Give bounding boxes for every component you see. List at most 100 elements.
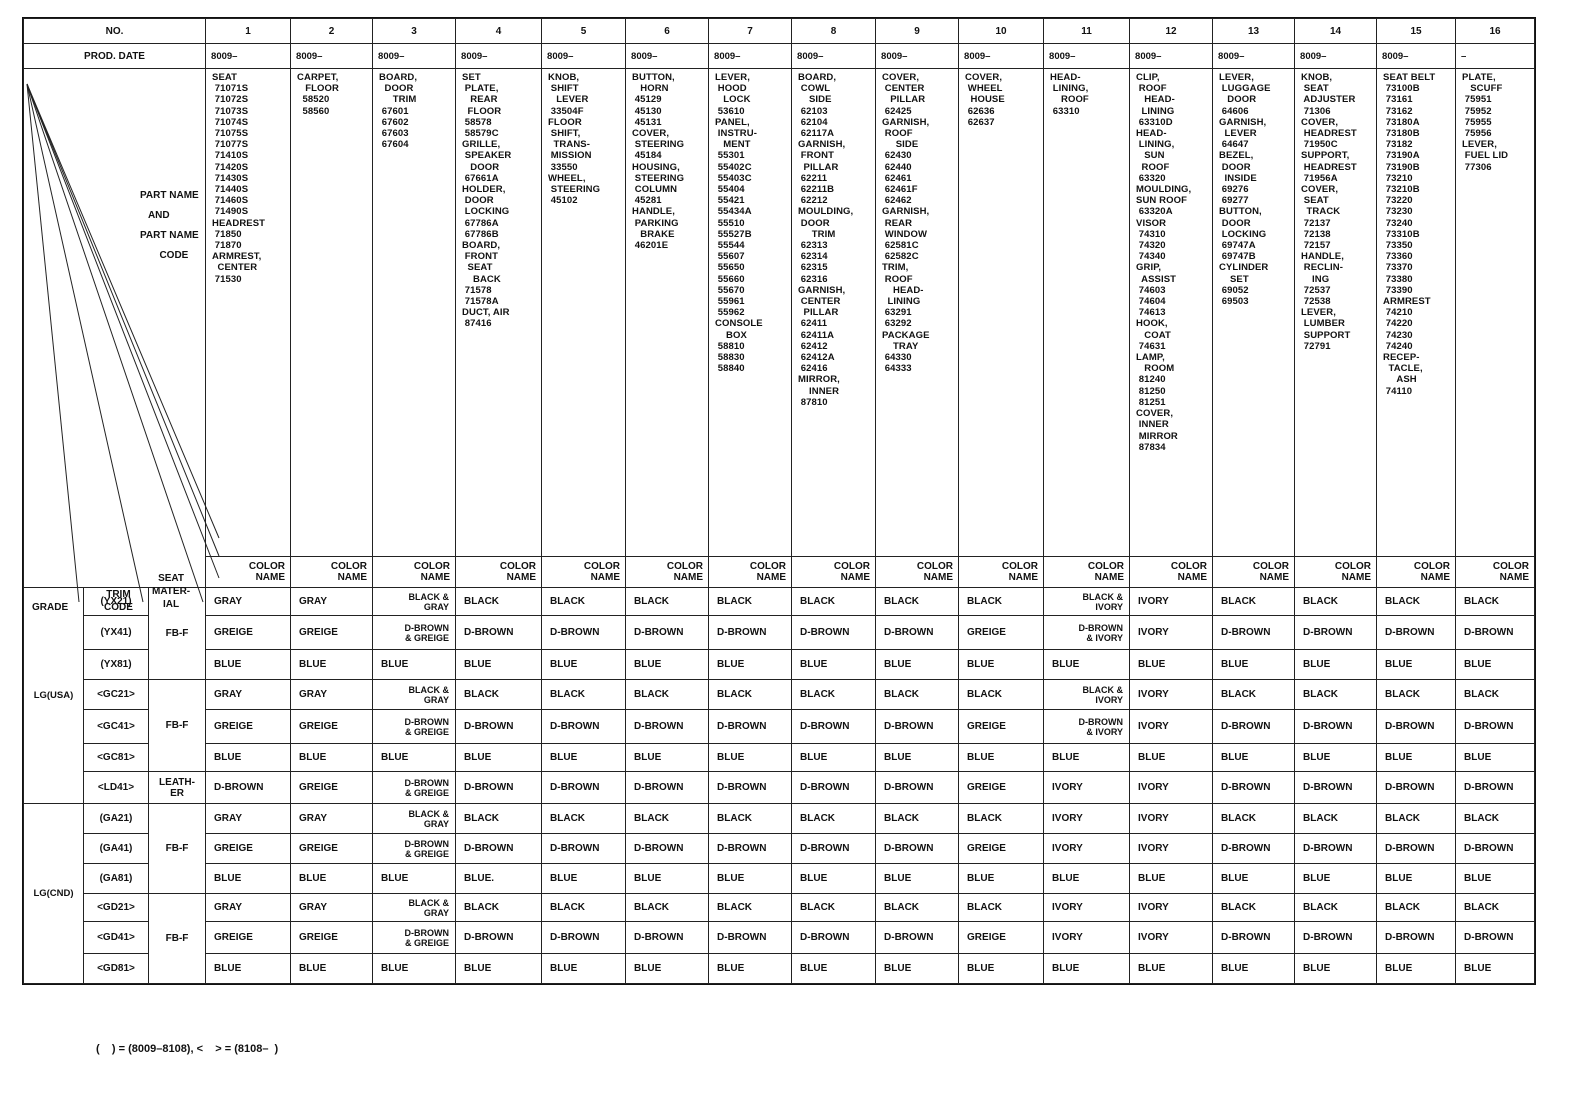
part-list-cell: CARPET, FLOOR 58520 58560 — [290, 68, 374, 557]
color-name-label: COLOR NAME — [1455, 556, 1536, 588]
color-cell: BLACK — [958, 803, 1045, 834]
seat-material: FB-F — [147, 587, 207, 680]
color-cell: BLACK — [1294, 679, 1378, 710]
color-cell: BLACK — [875, 679, 960, 710]
color-cell: BLUE — [205, 649, 292, 680]
color-name-label: COLOR NAME — [1294, 556, 1378, 588]
part-list-cell: COVER, CENTER PILLAR 62425 GARNISH, ROOF… — [875, 68, 960, 557]
color-cell: BLACK — [541, 679, 627, 710]
color-cell: BLUE — [1455, 743, 1536, 772]
color-cell: BLUE — [625, 953, 710, 984]
color-cell: D-BROWN & GREIGE — [372, 709, 457, 744]
color-cell: BLUE — [1212, 863, 1296, 894]
color-cell: BLACK — [1455, 679, 1536, 710]
prod-date: 8009– — [205, 43, 292, 69]
color-cell: D-BROWN — [708, 921, 793, 954]
color-cell: BLUE — [1212, 649, 1296, 680]
color-cell: D-BROWN — [541, 921, 627, 954]
color-cell: D-BROWN — [875, 921, 960, 954]
prod-date: 8009– — [791, 43, 877, 69]
color-cell: D-BROWN — [625, 771, 710, 804]
color-cell: BLUE — [1043, 953, 1131, 984]
color-cell: BLACK — [1376, 893, 1457, 922]
color-cell: BLUE — [1129, 649, 1214, 680]
color-cell: D-BROWN — [625, 921, 710, 954]
color-name-label: COLOR NAME — [455, 556, 543, 588]
part-list-cell: KNOB, SHIFT LEVER 33504F FLOOR SHIFT, TR… — [541, 68, 627, 557]
color-cell: IVORY — [1043, 833, 1131, 864]
color-cell: D-BROWN — [541, 709, 627, 744]
color-cell: BLACK — [1376, 587, 1457, 616]
color-cell: BLACK — [875, 893, 960, 922]
color-cell: BLUE — [1294, 953, 1378, 984]
color-cell: BLUE — [1376, 743, 1457, 772]
color-cell: GREIGE — [290, 771, 374, 804]
diagonal-line — [26, 83, 144, 603]
prod-date: 8009– — [1043, 43, 1131, 69]
color-cell: D-BROWN — [455, 771, 543, 804]
color-cell: BLACK — [541, 893, 627, 922]
seat-material-label: SEAT MATER- IAL — [152, 573, 191, 610]
part-name-row: SEAT 71071S 71072S 71073S 71074S 71075S … — [22, 68, 1536, 588]
color-cell: D-BROWN — [791, 771, 877, 804]
column-number: 6 — [625, 18, 710, 44]
trim-row: <GC21> FB-F GRAY GRAY BLACK & GRAY BLACK BLACK… — [24, 679, 1536, 772]
color-cell: BLACK — [541, 587, 627, 616]
color-cell: D-BROWN — [1294, 833, 1378, 864]
color-name-label: COLOR NAME — [1043, 556, 1131, 588]
color-cell: GRAY — [290, 893, 374, 922]
color-cell: BLACK — [1376, 679, 1457, 710]
seat-material: LEATH- ER — [147, 771, 207, 804]
color-cell: D-BROWN — [1455, 833, 1536, 864]
color-cell: BLUE — [1043, 649, 1131, 680]
trim-row: <GD41> GREIGE GREIGE D-BROWN & GREIGE D-BROW… — [24, 921, 1536, 954]
color-cell: BLACK & IVORY — [1043, 679, 1131, 710]
column-number: 13 — [1212, 18, 1296, 44]
number-row: NO. 1 2 3 4 5 6 7 8 9 10 11 12 13 14 15 16 — [22, 18, 1536, 44]
trim-code: <GD21> — [83, 893, 149, 922]
color-cell: D-BROWN — [455, 615, 543, 650]
color-cell: D-BROWN — [455, 833, 543, 864]
trim-code: <GC21> — [83, 679, 149, 710]
prod-date: 8009– — [958, 43, 1045, 69]
trim-code: <GC41> — [83, 709, 149, 744]
color-cell: BLUE — [372, 863, 457, 894]
part-list: COVER, CENTER PILLAR 62425 GARNISH, ROOF… — [882, 72, 930, 375]
color-cell: BLUE — [791, 953, 877, 984]
color-cell: D-BROWN — [1212, 709, 1296, 744]
color-cell: D-BROWN — [1212, 921, 1296, 954]
grade-cell: LG(USA) — [23, 587, 84, 804]
column-number: 8 — [791, 18, 877, 44]
color-cell: BLUE — [1376, 649, 1457, 680]
column-number: 15 — [1376, 18, 1457, 44]
color-cell: D-BROWN & IVORY — [1043, 709, 1131, 744]
part-name-header-cell — [22, 68, 207, 588]
color-cell: BLUE — [625, 863, 710, 894]
color-cell: GRAY — [205, 679, 292, 710]
color-name-label: COLOR NAME — [290, 556, 374, 588]
part-list: CLIP, ROOF HEAD- LINING 63310D HEAD- LIN… — [1136, 72, 1192, 453]
color-cell: BLACK — [791, 587, 877, 616]
color-cell: BLACK — [455, 893, 543, 922]
trim-code: <GD41> — [83, 921, 149, 954]
prod-date: 8009– — [1376, 43, 1457, 69]
color-cell: BLUE — [791, 863, 877, 894]
color-cell: BLACK — [625, 893, 710, 922]
seat-material: FB-F — [147, 803, 207, 894]
trim-row: (GA81) BLUE BLUE BLUE BLUE. BLUE BLUE BLUE BLUE B… — [24, 863, 1536, 894]
color-cell: BLUE — [875, 863, 960, 894]
trim-color-table: NO. 1 2 3 4 5 6 7 8 9 10 11 12 13 14 15 16 PROD. DATE 8009… — [21, 17, 1537, 985]
part-list: COVER, WHEEL HOUSE 62636 62637 — [965, 72, 1005, 128]
color-cell: BLUE — [1212, 743, 1296, 772]
part-list: BOARD, COWL SIDE 62103 62104 62117A GARN… — [798, 72, 854, 408]
color-cell: BLACK — [1455, 587, 1536, 616]
color-cell: D-BROWN — [708, 709, 793, 744]
color-cell: BLACK — [791, 803, 877, 834]
color-cell: BLACK — [1294, 803, 1378, 834]
color-cell: BLACK — [1455, 803, 1536, 834]
color-cell: D-BROWN — [1455, 615, 1536, 650]
color-cell: BLUE — [958, 863, 1045, 894]
color-cell: BLUE — [205, 863, 292, 894]
color-cell: D-BROWN — [455, 921, 543, 954]
color-cell: GREIGE — [290, 921, 374, 954]
